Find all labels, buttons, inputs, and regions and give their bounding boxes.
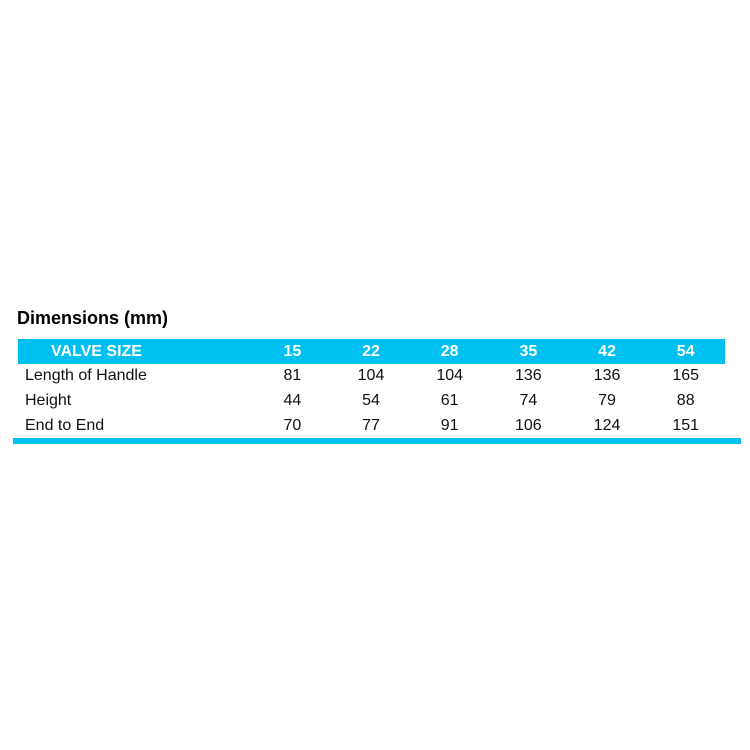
header-size-cell: 22: [362, 342, 380, 360]
table-row-end-to-end: End to End 70 77 91 106 124 151: [18, 413, 725, 438]
value-cell: 79: [598, 392, 616, 410]
value-cell: 124: [593, 416, 621, 434]
value-cell: 88: [676, 392, 695, 410]
value-cell: 74: [519, 392, 538, 410]
header-size-cell: 28: [440, 342, 459, 360]
value-cell: 136: [515, 367, 542, 385]
row-label-cell: End to End: [25, 416, 105, 434]
value-cell: 61: [440, 392, 459, 410]
table-row-length-of-handle: Length of Handle 81 104 104 136 136 165: [18, 364, 725, 389]
value-cell: 77: [362, 416, 380, 434]
value-cell: 136: [593, 367, 621, 385]
value-cell: 104: [357, 367, 385, 385]
table-row-height: Height 44 54 61 74 79 88: [18, 389, 725, 414]
header-size-cell: 15: [283, 342, 302, 360]
value-cell: 104: [436, 367, 464, 385]
value-cell: 151: [672, 416, 700, 434]
page-title: Dimensions (mm): [17, 308, 169, 328]
header-size-cell: 35: [519, 342, 538, 360]
value-cell: 81: [283, 367, 302, 385]
header-size-cell: 42: [598, 342, 616, 360]
value-cell: 70: [283, 416, 302, 434]
value-cell: 165: [672, 367, 700, 385]
valve-size-header-row: VALVE SIZE 15 22 28 35 42 54: [18, 339, 725, 364]
value-cell: 91: [440, 416, 459, 434]
header-label-cell: VALVE SIZE: [51, 342, 142, 360]
dimensions-table: VALVE SIZE 15 22 28 35 42 54 Length of H…: [18, 339, 725, 438]
header-size-cell: 54: [676, 342, 695, 360]
value-cell: 54: [362, 392, 380, 410]
value-cell: 106: [515, 416, 542, 434]
value-cell: 44: [283, 392, 302, 410]
table-bottom-border: [13, 438, 741, 444]
row-label-cell: Length of Handle: [25, 367, 147, 385]
row-label-cell: Height: [25, 392, 72, 410]
